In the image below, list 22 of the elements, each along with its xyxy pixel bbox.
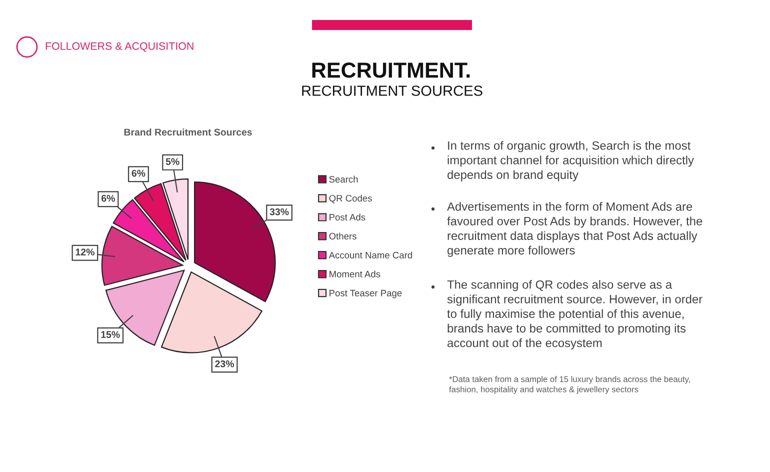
- data-label: 6%: [132, 170, 146, 177]
- text: FOLLOWERS & ACQUISITION: [46, 42, 194, 52]
- data-label: 12%: [76, 248, 94, 256]
- text: *Data taken from a sample of 15 luxury brands across the beauty, fashion, hospitality and watches & jewellery sectors: [449, 376, 690, 394]
- chart-subtitle: RECRUITMENT SOURCES: [302, 86, 482, 96]
- legend-label: Post Teaser Page: [330, 290, 402, 298]
- legend-label: Search: [329, 176, 358, 183]
- data-label: 23%: [215, 360, 234, 368]
- legend-label: Post Ads: [330, 214, 366, 221]
- data-label: 6%: [102, 194, 115, 202]
- legend-label: Others: [329, 232, 356, 240]
- legend-label: Moment Ads: [330, 270, 380, 278]
- legend-label: QR Codes: [329, 194, 372, 204]
- legend-label: Account Name Card: [328, 252, 412, 258]
- text: The scanning of QR codes also serve as a significant recruitment source. However, in order to fully maximise the potential of this avenue, brands have to be committed to promoting its account out of the ecosystem: [447, 280, 702, 350]
- data-label: 15%: [101, 331, 120, 338]
- chart-title: RECRUITMENT.: [312, 62, 470, 78]
- text: Brand Recruitment Sources: [124, 128, 252, 136]
- data-label: 33%: [270, 208, 289, 216]
- text: In terms of organic growth, Search is the most important channel for acquisition which directly depends on brand equity: [448, 141, 694, 182]
- data-label: 5%: [166, 158, 180, 166]
- text: Advertisements in the form of Moment Ads are favoured over Post Ads by brands. However, the recruitment data displays that Post Ads actually generate more followers: [447, 202, 702, 257]
